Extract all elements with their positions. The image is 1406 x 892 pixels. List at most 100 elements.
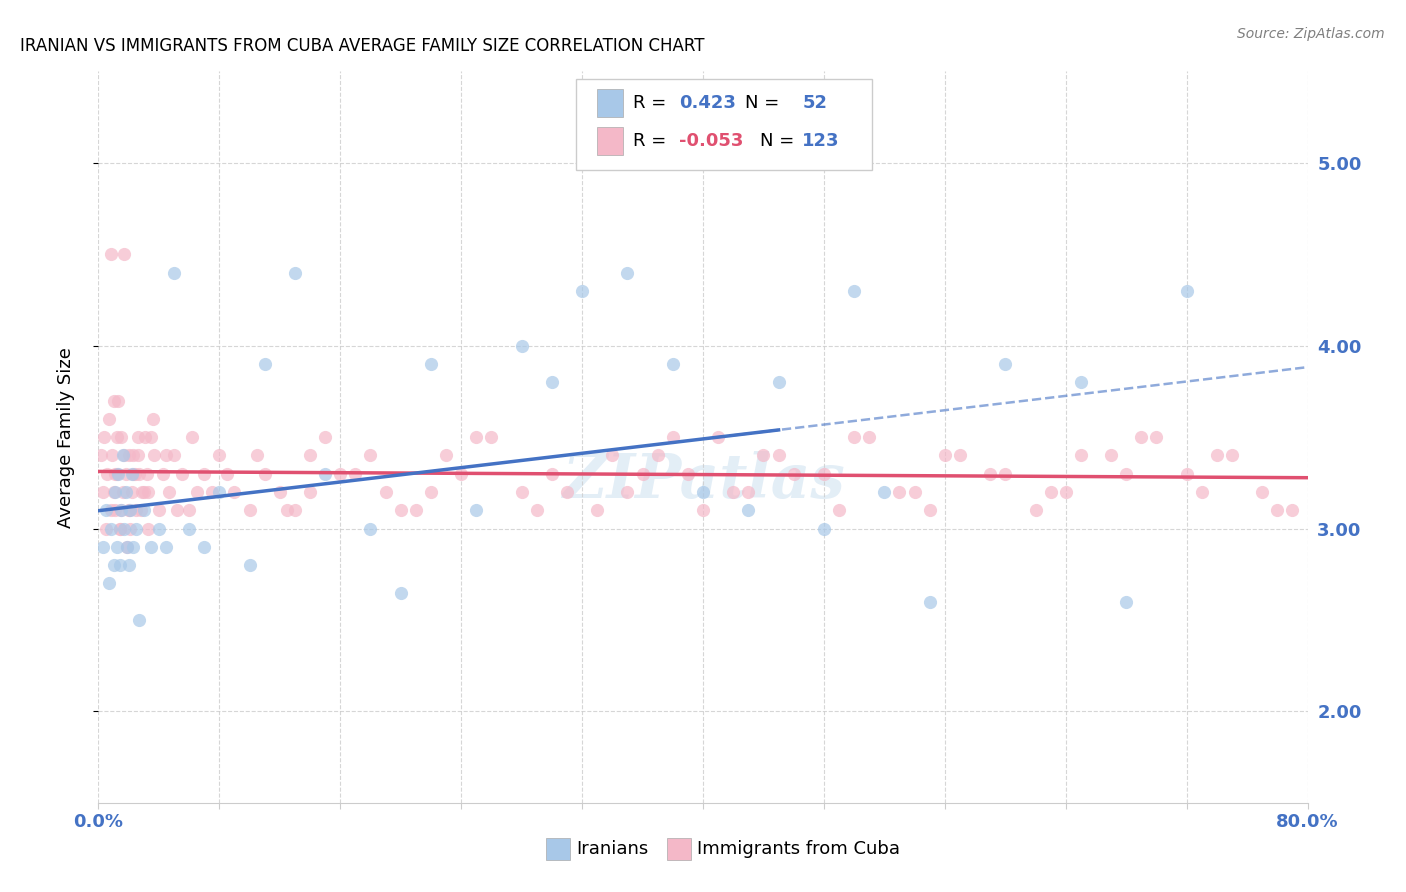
Point (118, 448, 141, 462)
Point (1054, 485, 1077, 500)
FancyBboxPatch shape (666, 838, 690, 860)
Point (166, 503, 188, 517)
Point (127, 430, 149, 444)
Point (239, 558, 262, 573)
FancyBboxPatch shape (546, 838, 569, 860)
FancyBboxPatch shape (596, 127, 623, 154)
Point (783, 467, 806, 481)
Point (631, 467, 654, 481)
Point (93, 430, 115, 444)
Point (208, 448, 231, 462)
Point (134, 430, 156, 444)
Point (128, 467, 150, 481)
Point (1115, 594, 1137, 608)
Point (420, 485, 443, 500)
Point (828, 503, 851, 517)
Point (602, 448, 624, 462)
Point (111, 448, 134, 462)
Point (420, 357, 443, 371)
Point (91, 485, 114, 500)
Point (979, 467, 1001, 481)
Point (132, 503, 155, 517)
Point (1070, 448, 1092, 462)
Text: 52: 52 (803, 94, 827, 112)
Point (121, 467, 143, 481)
FancyBboxPatch shape (596, 89, 623, 117)
Point (889, 485, 911, 500)
Point (918, 594, 941, 608)
Point (540, 467, 562, 481)
Point (124, 467, 146, 481)
Point (844, 284, 866, 298)
Point (114, 467, 136, 481)
Point (104, 467, 127, 481)
Point (276, 503, 298, 517)
Point (136, 521, 159, 535)
Point (155, 448, 177, 462)
Point (1175, 284, 1198, 298)
Text: ZIPatlas: ZIPatlas (561, 451, 845, 511)
Text: R =: R = (633, 94, 672, 112)
Point (1281, 503, 1303, 517)
Point (616, 265, 638, 279)
Point (125, 521, 148, 535)
Point (118, 558, 141, 573)
Point (1146, 430, 1168, 444)
Point (215, 467, 238, 481)
Point (1099, 448, 1122, 462)
Point (1039, 485, 1062, 500)
Point (159, 485, 181, 500)
Point (94, 521, 117, 535)
Point (107, 467, 129, 481)
Point (314, 467, 336, 481)
Point (103, 485, 125, 500)
Point (434, 448, 457, 462)
Point (114, 485, 136, 500)
Point (105, 430, 128, 444)
Point (136, 485, 159, 500)
Point (121, 485, 143, 500)
Point (949, 448, 972, 462)
Point (107, 393, 129, 408)
Point (94, 503, 117, 517)
Point (181, 430, 204, 444)
Point (510, 338, 533, 352)
Text: -0.053: -0.053 (679, 132, 744, 150)
Point (148, 521, 170, 535)
Text: N =: N = (745, 94, 786, 112)
Point (112, 448, 135, 462)
Point (737, 485, 759, 500)
Point (193, 467, 215, 481)
Point (98, 576, 121, 591)
Point (100, 247, 122, 261)
Point (661, 357, 683, 371)
Point (170, 467, 193, 481)
Point (105, 540, 128, 554)
Point (104, 485, 127, 500)
Text: 0.423: 0.423 (679, 94, 735, 112)
Point (389, 503, 412, 517)
Point (1206, 448, 1229, 462)
Point (90, 448, 112, 462)
Point (299, 448, 322, 462)
Point (844, 430, 866, 444)
Point (586, 503, 609, 517)
Point (994, 357, 1017, 371)
Point (132, 485, 155, 500)
Point (873, 485, 896, 500)
Point (105, 467, 128, 481)
Text: R =: R = (633, 132, 672, 150)
Point (125, 503, 148, 517)
Point (135, 467, 157, 481)
Point (314, 430, 336, 444)
Y-axis label: Average Family Size: Average Family Size (56, 347, 75, 527)
Point (98, 412, 121, 426)
Point (193, 540, 215, 554)
Text: 123: 123 (803, 132, 839, 150)
Point (555, 485, 578, 500)
Text: N =: N = (759, 132, 800, 150)
Text: Source: ZipAtlas.com: Source: ZipAtlas.com (1237, 27, 1385, 41)
Point (163, 448, 186, 462)
Text: Immigrants from Cuba: Immigrants from Cuba (697, 840, 900, 858)
Point (284, 503, 307, 517)
